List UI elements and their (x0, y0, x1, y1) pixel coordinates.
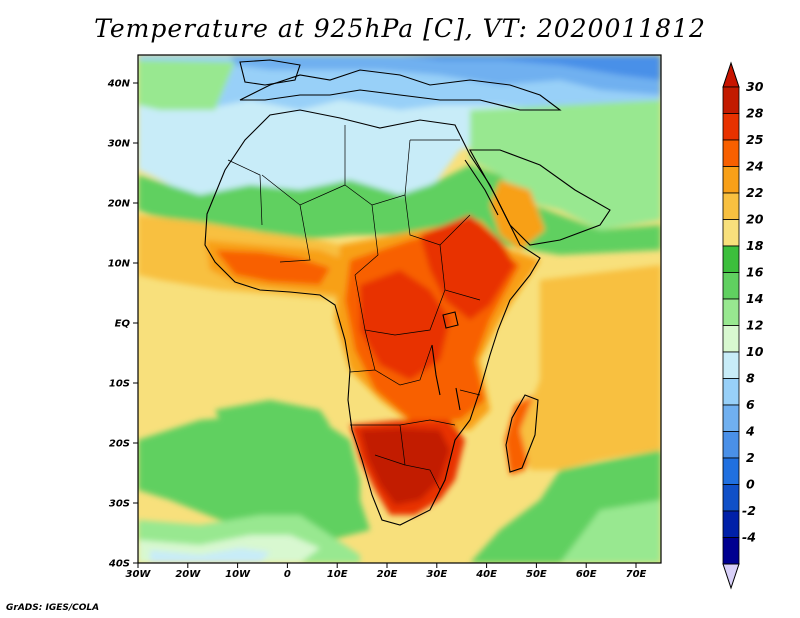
colorbar-swatch (722, 510, 740, 538)
colorbar-label: 22 (746, 185, 763, 200)
country-borders (227, 125, 481, 491)
colorbar-swatch (722, 457, 740, 485)
colorbar-swatch (722, 192, 740, 220)
lon-tick-label: 30E (426, 569, 447, 580)
map-frame (137, 54, 662, 564)
lat-tick-label: 30S (109, 499, 130, 510)
colorbar-label: 10 (746, 344, 764, 359)
europe-coastline (239, 69, 562, 111)
latitude-axis: 40N 30N 20N 10N EQ 10S 20S 30S 40S (107, 79, 138, 570)
red-sea-coast (464, 159, 499, 216)
lon-tick-label: 10E (327, 569, 348, 580)
lat-tick-label: 10S (109, 379, 130, 390)
colorbar-label: 2 (746, 450, 755, 465)
colorbar-swatch (722, 378, 740, 406)
colorbar-swatch (722, 245, 740, 273)
horn-warm (490, 180, 545, 250)
lat-tick-label: EQ (115, 319, 131, 330)
colorbar-over-triangle (722, 61, 740, 88)
colorbar-label: 25 (746, 132, 764, 147)
grads-credit: GrADS: IGES/COLA (6, 603, 100, 613)
atlantic-north-green (138, 60, 235, 110)
coastlines (204, 59, 611, 526)
indian-ocean-warm (520, 265, 661, 470)
europe-colder-zone (400, 55, 661, 80)
lake-tanganyika (431, 344, 441, 396)
colorbar-swatch (722, 325, 740, 353)
iberia-coastline (239, 59, 301, 86)
colorbar-swatch (722, 219, 740, 247)
colorbar-swatch (722, 298, 740, 326)
colorbar-label: 30 (746, 79, 764, 94)
colorbar-label: -4 (742, 530, 756, 545)
lon-tick-label: 0 (284, 569, 291, 580)
lon-tick-label: 70E (626, 569, 647, 580)
south-atlantic-cool (150, 548, 270, 563)
europe-cold-zone (230, 55, 661, 95)
lon-tick-label: 30W (126, 569, 152, 580)
colorbar-swatch (722, 272, 740, 300)
colorbar-swatch (722, 86, 740, 114)
colorbar-under-triangle (722, 563, 740, 590)
lake-victoria (442, 311, 459, 329)
lat-tick-label: 30N (108, 139, 131, 150)
lon-tick-label: 20W (175, 569, 201, 580)
arabia-green (470, 100, 661, 230)
colorbar-label: 8 (746, 371, 755, 386)
colorbar-label: 6 (746, 397, 755, 412)
colorbar-swatch (722, 351, 740, 379)
south-indian-light (560, 500, 661, 563)
colorbar-swatch (722, 113, 740, 141)
lon-tick-label: 60E (576, 569, 597, 580)
colorbar-swatch (722, 484, 740, 512)
colorbar-label: 18 (746, 238, 764, 253)
lon-tick-label: 20E (377, 569, 398, 580)
colorbar-swatch (722, 404, 740, 432)
colorbar-label: 0 (746, 477, 755, 492)
lon-tick-label: 10W (225, 569, 251, 580)
lon-tick-label: 40E (475, 569, 497, 580)
colorbar-label: 20 (746, 212, 764, 227)
colorbar-label: 4 (745, 424, 755, 439)
colorbar-label: 14 (746, 291, 763, 306)
colorbar-label: 28 (746, 106, 764, 121)
longitude-axis: 30W 20W 10W 0 10E 20E 30E 40E 50E 60E 70E (126, 563, 647, 580)
lat-tick-label: 20S (109, 439, 130, 450)
lat-tick-label: 40S (108, 559, 130, 570)
lat-tick-label: 40N (107, 79, 131, 90)
colorbar-swatch (722, 166, 740, 194)
lon-tick-label: 50E (526, 569, 547, 580)
arabia-coastline (469, 149, 611, 246)
colorbar-swatch (722, 139, 740, 167)
lat-tick-label: 10N (108, 259, 131, 270)
temperature-field (138, 55, 661, 563)
colorbar-swatch (722, 431, 740, 459)
lat-tick-label: 20N (108, 199, 131, 210)
colorbar-label: -2 (742, 503, 756, 518)
colorbar-label: 16 (746, 265, 764, 280)
madagascar-coastline (505, 394, 539, 473)
congo-hot (360, 270, 450, 380)
africa-coastline (204, 109, 541, 526)
southern-africa-hottest (360, 428, 450, 505)
south-atlantic-green (138, 415, 370, 540)
atlantic-tongue-green (215, 400, 330, 430)
lake-malawi (455, 387, 461, 411)
colorbar-label: 12 (746, 318, 763, 333)
colorbar-swatch (722, 537, 740, 565)
colorbar-label: 24 (746, 159, 763, 174)
map-title: Temperature at 925hPa [C], VT: 202001181… (94, 14, 706, 43)
west-africa-hotter (215, 250, 330, 285)
